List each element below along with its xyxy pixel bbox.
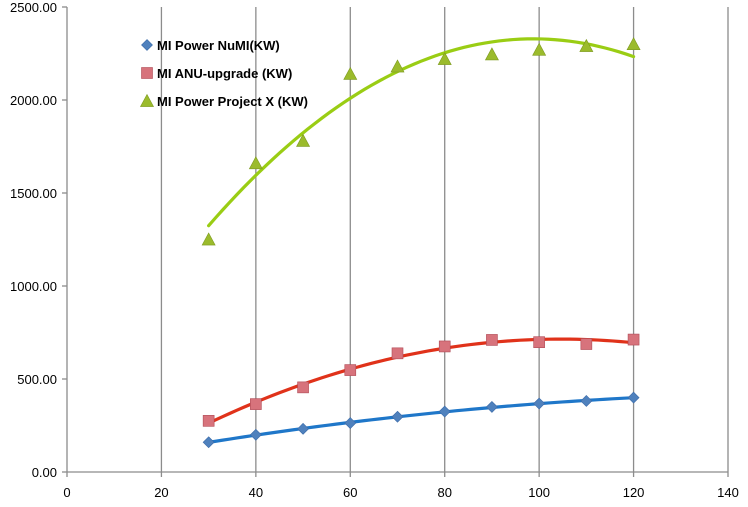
- legend-marker-series-0: [141, 39, 153, 51]
- axes: [62, 6, 729, 477]
- data-point-series-1: [344, 364, 357, 376]
- data-point-series-1: [202, 415, 215, 427]
- data-point-series-0: [580, 395, 593, 407]
- legend-marker-series-1: [141, 67, 153, 79]
- data-point-series-2: [343, 66, 358, 80]
- legend-label-series-0: MI Power NuMI(KW): [157, 38, 280, 53]
- data-point-series-2: [484, 47, 499, 61]
- data-point-series-0: [391, 410, 404, 423]
- data-point-series-2: [390, 59, 405, 73]
- y-tick-label: 0.00: [32, 465, 57, 480]
- x-tick-label: 120: [623, 485, 645, 500]
- data-points: [201, 37, 641, 449]
- data-point-series-1: [438, 340, 451, 353]
- x-tick-label: 0: [63, 485, 70, 500]
- x-tick-label: 100: [528, 485, 550, 500]
- x-tick-label: 40: [249, 485, 263, 500]
- data-point-series-2: [201, 232, 216, 246]
- data-point-series-1: [391, 347, 404, 360]
- data-point-series-2: [437, 51, 452, 65]
- legend-label-series-2: MI Power Project X (KW): [157, 94, 308, 109]
- y-tick-label: 2000.00: [10, 93, 57, 108]
- data-point-series-2: [532, 42, 547, 56]
- data-point-series-1: [533, 336, 545, 348]
- x-tick-label: 80: [437, 485, 451, 500]
- grid: [160, 7, 729, 472]
- data-point-series-2: [296, 133, 311, 147]
- data-point-series-0: [438, 405, 451, 418]
- data-point-series-2: [626, 37, 641, 51]
- data-point-series-0: [344, 417, 357, 430]
- trendline-series-1: [207, 337, 636, 425]
- y-tick-label: 500.00: [17, 372, 57, 387]
- y-tick-label: 1000.00: [10, 279, 57, 294]
- trendline-series-0: [207, 396, 636, 444]
- data-point-series-0: [533, 397, 546, 410]
- legend: MI Power NuMI(KW) MI ANU-upgrade (KW) MI P…: [139, 38, 308, 109]
- data-point-series-2: [579, 38, 594, 52]
- trendlines: [207, 37, 636, 444]
- data-point-series-1: [627, 333, 640, 346]
- x-tick-label: 140: [717, 485, 739, 500]
- data-point-series-1: [580, 338, 593, 350]
- legend-marker-series-2: [139, 93, 155, 107]
- legend-label-series-1: MI ANU-upgrade (KW): [157, 66, 292, 81]
- tick-labels: 0 20 40 60 80 100 120 140 0.00 500.00 1000.00 1500.…: [10, 0, 739, 500]
- y-tick-label: 2500.00: [10, 0, 57, 15]
- data-point-series-1: [250, 398, 262, 410]
- y-tick-label: 1500.00: [10, 186, 57, 201]
- x-tick-label: 20: [154, 485, 168, 500]
- data-point-series-1: [297, 381, 309, 394]
- data-point-series-0: [486, 400, 498, 413]
- data-point-series-0: [249, 428, 262, 441]
- data-point-series-2: [248, 156, 263, 170]
- data-point-series-0: [297, 422, 309, 435]
- data-point-series-0: [627, 391, 640, 404]
- data-point-series-1: [486, 334, 498, 346]
- data-point-series-0: [202, 436, 215, 449]
- x-tick-label: 60: [343, 485, 357, 500]
- trendline-series-2: [207, 37, 636, 228]
